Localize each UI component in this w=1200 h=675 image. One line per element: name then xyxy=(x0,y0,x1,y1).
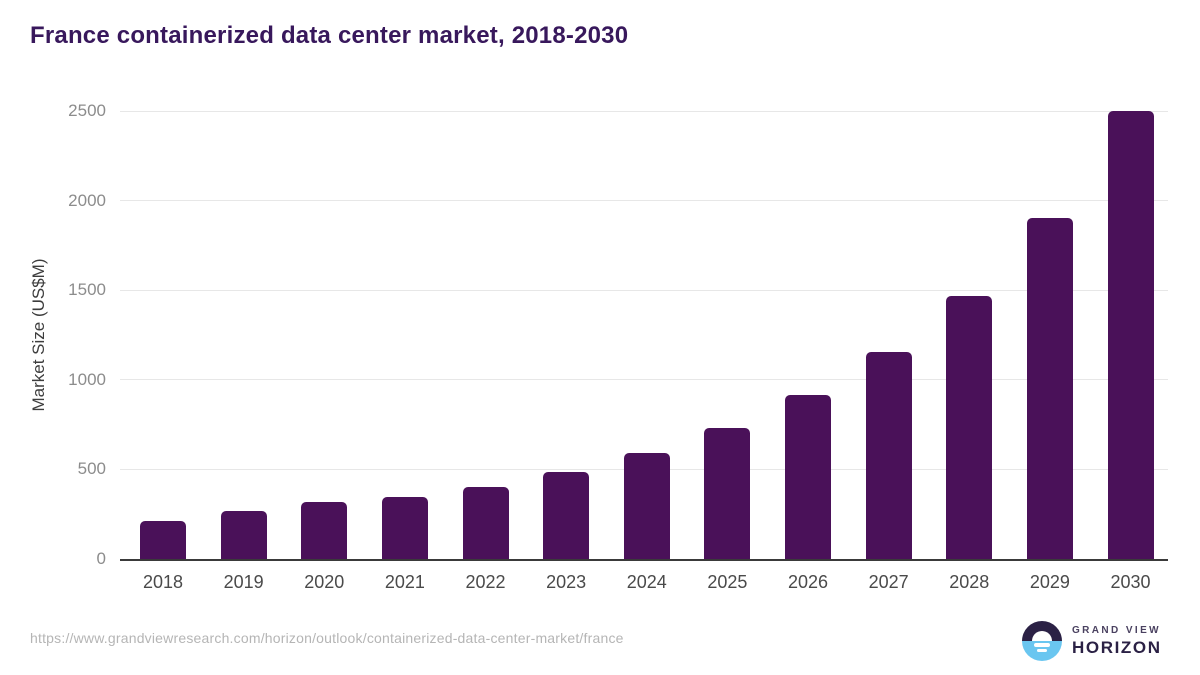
y-tick-500: 500 xyxy=(77,459,106,479)
bar-2018 xyxy=(140,521,186,559)
horizon-sun-icon xyxy=(1022,621,1062,661)
bar-2029 xyxy=(1026,217,1073,559)
bar-2027 xyxy=(865,352,912,559)
bar-2026 xyxy=(785,395,831,559)
source-url: https://www.grandviewresearch.com/horizo… xyxy=(30,630,624,646)
x-axis-tick-labels: 2018 2019 2020 2021 2022 2023 2024 2025 2026 2027… xyxy=(120,572,1168,596)
x-tick-2020: 2020 xyxy=(304,572,345,592)
bar-2020 xyxy=(301,501,348,559)
y-axis-tick-labels: 0 500 1000 1500 2000 2500 xyxy=(0,101,106,568)
gridline-2500 xyxy=(120,110,1168,112)
chart-title: France containerized data center market,… xyxy=(30,22,629,49)
bar-2030 xyxy=(1107,111,1154,559)
bar-2019 xyxy=(220,510,267,559)
y-tick-2000: 2000 xyxy=(68,190,106,210)
logo-line2: HORIZON xyxy=(1072,638,1162,657)
x-tick-2026: 2026 xyxy=(787,572,829,592)
sun-reflection-stripe xyxy=(1037,649,1047,652)
bar-2025 xyxy=(704,428,751,559)
x-tick-2023: 2023 xyxy=(546,572,587,592)
x-tick-2021: 2021 xyxy=(384,572,425,592)
x-tick-2019: 2019 xyxy=(223,572,264,592)
bar-2021 xyxy=(381,497,428,559)
bar-2024 xyxy=(623,453,670,559)
gridline-1000 xyxy=(120,379,1168,381)
brand-logo: GRAND VIEW HORIZON xyxy=(1022,620,1168,662)
y-tick-0: 0 xyxy=(96,549,106,568)
sun-reflection-stripe xyxy=(1034,643,1050,647)
bar-2023 xyxy=(543,472,590,559)
x-tick-2022: 2022 xyxy=(465,572,506,592)
bar-2022 xyxy=(462,487,509,559)
bar-2028 xyxy=(946,295,993,559)
x-tick-2027: 2027 xyxy=(868,572,909,592)
x-tick-2030: 2030 xyxy=(1110,572,1151,592)
y-tick-1000: 1000 xyxy=(68,369,106,389)
logo-line1: GRAND VIEW xyxy=(1072,625,1161,636)
gridline-1500 xyxy=(120,289,1168,291)
y-tick-2500: 2500 xyxy=(68,101,106,120)
x-tick-2028: 2028 xyxy=(949,572,990,592)
gridline-2000 xyxy=(120,200,1168,202)
x-tick-2024: 2024 xyxy=(626,572,667,592)
x-tick-2025: 2025 xyxy=(707,572,748,592)
y-tick-1500: 1500 xyxy=(68,280,106,300)
logo-text: GRAND VIEW HORIZON xyxy=(1072,625,1162,658)
x-tick-2029: 2029 xyxy=(1029,572,1070,592)
sun-shape xyxy=(1032,631,1052,641)
plot-area xyxy=(120,110,1168,561)
x-tick-2018: 2018 xyxy=(142,572,184,592)
